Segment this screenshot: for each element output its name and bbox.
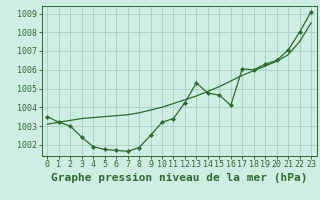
X-axis label: Graphe pression niveau de la mer (hPa): Graphe pression niveau de la mer (hPa) <box>51 173 308 183</box>
